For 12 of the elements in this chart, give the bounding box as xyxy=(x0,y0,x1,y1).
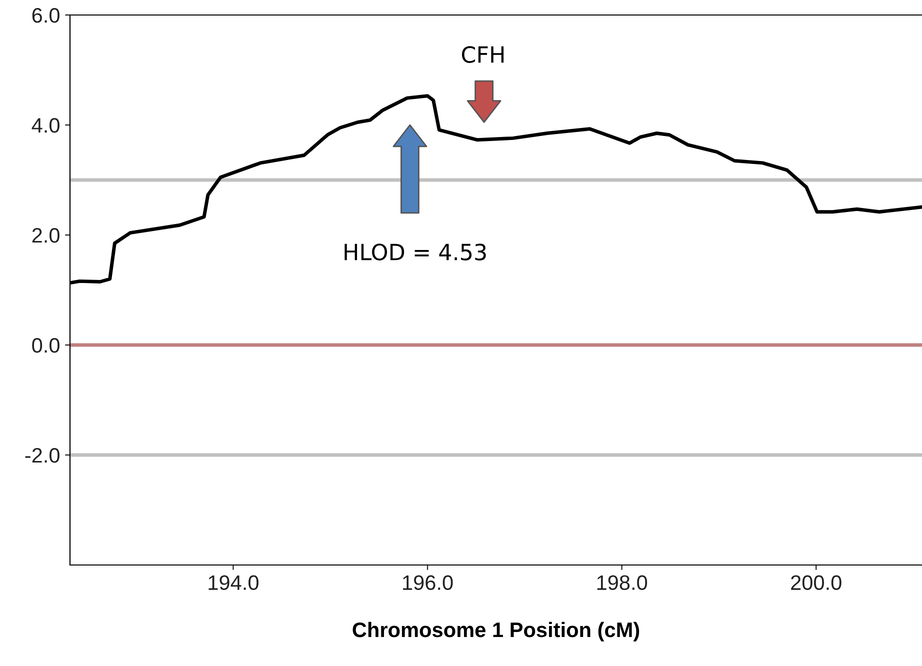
x-tick-label: 194.0 xyxy=(208,575,258,590)
y-tick-label: 4.0 xyxy=(32,118,60,133)
annotation: HLOD = 4.53 xyxy=(344,244,486,260)
x-axis-title: Chromosome 1 Position (cM) xyxy=(352,622,640,642)
y-tick-label: 6.0 xyxy=(32,8,60,23)
y-tick-label: 0.0 xyxy=(32,338,60,353)
x-tick-label: 196.0 xyxy=(403,575,453,590)
x-tick-label: 198.0 xyxy=(597,575,648,590)
y-tick-label: 2.0 xyxy=(32,228,60,243)
x-tick-label: 200.0 xyxy=(791,575,842,590)
annotation: CFH xyxy=(462,46,504,63)
y-tick-label: -2.0 xyxy=(25,448,60,463)
